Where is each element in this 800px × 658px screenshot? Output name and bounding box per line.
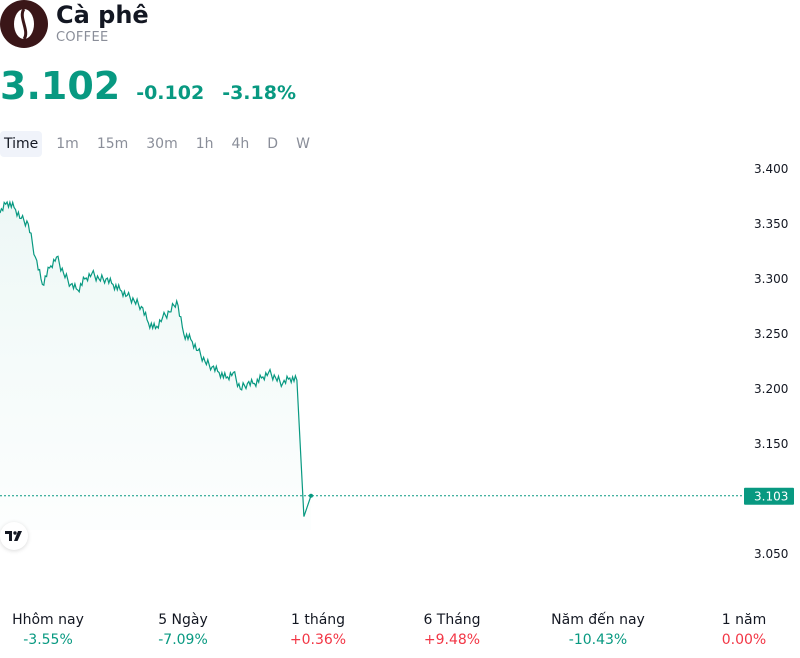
price-line [0, 199, 312, 517]
price-change-percent: -3.18% [222, 82, 296, 104]
perf-value: -10.43% [568, 632, 628, 648]
perf-label: 1 tháng [290, 612, 346, 628]
y-tick-label: 3.250 [754, 327, 788, 341]
tradingview-logo[interactable] [0, 522, 28, 550]
perf-value: 0.00% [721, 632, 767, 648]
last-price-label-text: 3.103 [754, 490, 788, 504]
perf-label: 1 năm [721, 612, 767, 628]
perf-1-year[interactable]: 1 năm 0.00% [679, 610, 800, 650]
y-tick-label: 3.300 [754, 272, 788, 286]
perf-value: +0.36% [289, 632, 347, 648]
perf-label: 6 Tháng [423, 612, 481, 628]
perf-label: 5 Ngày [158, 612, 208, 628]
interval-tabs: Time 1m 15m 30m 1h 4h D W [0, 131, 320, 157]
perf-today[interactable]: Hhôm nay -3.55% [0, 610, 113, 650]
interval-tab-4h[interactable]: 4h [231, 136, 250, 152]
perf-ytd[interactable]: Năm đến nay -10.43% [533, 610, 663, 650]
y-tick-label: 3.150 [754, 437, 788, 451]
interval-tab-15m[interactable]: 15m [96, 136, 129, 152]
y-tick-label: 3.350 [754, 217, 788, 231]
y-tick-label: 3.050 [754, 547, 788, 560]
perf-label: Hhôm nay [12, 612, 84, 628]
perf-value: -3.55% [23, 632, 73, 648]
interval-tab-d[interactable]: D [267, 136, 279, 152]
perf-5-days[interactable]: 5 Ngày -7.09% [118, 610, 248, 650]
perf-value: -7.09% [158, 632, 208, 648]
y-tick-label: 3.200 [754, 382, 788, 396]
interval-tab-1h[interactable]: 1h [195, 136, 214, 152]
y-axis-labels: 3.400 3.350 3.300 3.250 3.200 3.150 3.050 [754, 162, 788, 560]
y-tick-label: 3.400 [754, 162, 788, 176]
quote-row: 3.102 -0.102 -3.18% [0, 64, 296, 108]
interval-tab-time[interactable]: Time [0, 131, 43, 157]
perf-label: Năm đến nay [551, 612, 645, 628]
last-price: 3.102 [0, 64, 121, 108]
coffee-bean-icon [14, 8, 34, 40]
interval-tab-w[interactable]: W [296, 136, 310, 152]
interval-tab-1m[interactable]: 1m [56, 136, 79, 152]
last-price-label-bg [744, 487, 794, 505]
perf-1-month[interactable]: 1 tháng +0.36% [253, 610, 383, 650]
perf-value: +9.48% [423, 632, 481, 648]
price-change: -0.102 [136, 82, 205, 104]
last-price-dot [309, 493, 313, 498]
interval-tab-30m[interactable]: 30m [146, 136, 178, 152]
coffee-bean-logo [0, 0, 48, 48]
performance-bar: Hhôm nay -3.55% 5 Ngày -7.09% 1 tháng +0… [0, 610, 800, 650]
tradingview-icon [5, 531, 22, 541]
perf-6-months[interactable]: 6 Tháng +9.48% [387, 610, 517, 650]
price-area-fill [0, 202, 311, 530]
symbol-title: Cà phê [56, 1, 149, 29]
last-price-label: 3.103 [744, 487, 794, 505]
symbol-code: COFFEE [56, 30, 109, 45]
